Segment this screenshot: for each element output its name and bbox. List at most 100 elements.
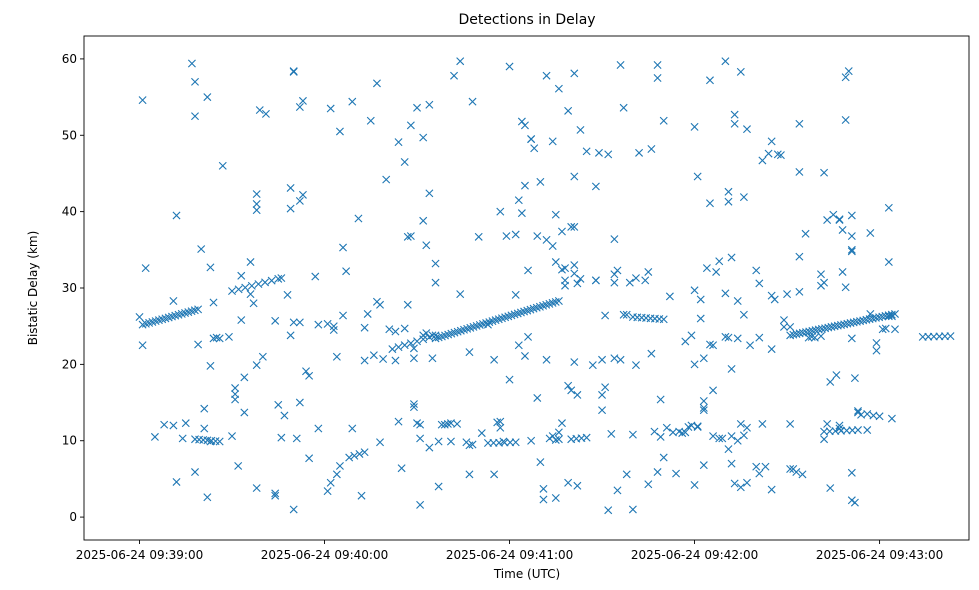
data-point-marker <box>191 77 199 86</box>
data-point-marker <box>814 325 823 334</box>
data-point-marker <box>231 395 240 404</box>
data-point-marker <box>215 437 224 446</box>
data-point-marker <box>440 420 449 429</box>
data-point-marker <box>530 144 539 153</box>
data-point-marker <box>339 243 348 252</box>
data-point-marker <box>391 327 400 336</box>
data-point-marker <box>872 346 881 355</box>
data-point-marker <box>946 332 955 341</box>
data-point-marker <box>551 258 560 267</box>
data-point-marker <box>847 211 856 220</box>
data-point-marker <box>385 325 394 334</box>
data-point-marker <box>573 481 582 490</box>
data-point-marker <box>203 93 212 102</box>
data-point-marker <box>746 341 755 350</box>
data-point-marker <box>443 419 452 428</box>
data-point-marker <box>770 295 779 304</box>
data-point-marker <box>786 322 795 331</box>
data-point-marker <box>699 461 708 470</box>
data-point-marker <box>840 320 849 329</box>
data-point-marker <box>280 411 289 420</box>
data-point-marker <box>866 229 875 238</box>
data-point-marker <box>465 470 474 479</box>
data-point-marker <box>767 137 776 146</box>
data-point-marker <box>425 443 434 452</box>
data-point-marker <box>514 341 523 350</box>
data-point-marker <box>178 434 187 443</box>
data-point-marker <box>699 403 708 412</box>
data-point-marker <box>835 216 844 225</box>
data-point-marker <box>551 435 560 444</box>
data-point-marker <box>416 434 425 443</box>
data-point-marker <box>696 295 705 304</box>
data-point-marker <box>468 97 477 106</box>
data-point-marker <box>228 287 237 296</box>
data-point-marker <box>234 461 243 470</box>
data-point-marker <box>314 320 323 329</box>
data-point-marker <box>357 491 366 500</box>
data-point-marker <box>742 423 751 432</box>
data-point-marker <box>289 505 298 514</box>
data-point-marker <box>536 177 545 186</box>
data-point-marker <box>604 150 613 159</box>
data-point-marker <box>160 420 169 429</box>
data-point-marker <box>554 428 563 437</box>
data-point-marker <box>816 270 825 279</box>
data-point-marker <box>409 403 418 412</box>
data-point-marker <box>847 247 856 256</box>
data-point-marker <box>821 324 830 333</box>
data-point-marker <box>733 334 742 343</box>
data-point-marker <box>884 203 893 212</box>
data-point-marker <box>394 138 403 147</box>
data-point-marker <box>635 148 644 157</box>
data-point-marker <box>625 278 634 287</box>
data-point-marker <box>536 458 545 467</box>
data-point-marker <box>659 116 668 125</box>
data-point-marker <box>483 320 492 329</box>
data-point-marker <box>477 429 486 438</box>
data-point-marker <box>413 103 422 112</box>
x-tick-label: 2025-06-24 09:39:00 <box>76 548 203 562</box>
y-axis-ticks: 0 10 20 30 40 50 60 <box>62 52 84 524</box>
data-point-marker <box>779 322 788 331</box>
data-point-marker <box>314 424 323 433</box>
data-point-marker <box>576 125 585 134</box>
data-point-marker <box>450 71 459 80</box>
data-point-marker <box>841 283 850 292</box>
data-point-marker <box>610 235 619 244</box>
data-point-marker <box>801 229 810 238</box>
data-point-marker <box>690 481 699 490</box>
data-point-marker <box>727 459 736 468</box>
data-point-marker <box>843 319 852 328</box>
data-point-marker <box>237 271 246 280</box>
data-point-marker <box>465 441 474 450</box>
data-point-marker <box>428 354 437 363</box>
data-point-marker <box>172 211 181 220</box>
data-point-marker <box>730 119 739 128</box>
data-point-marker <box>699 354 708 363</box>
data-point-marker <box>261 278 270 287</box>
data-point-marker <box>252 361 261 370</box>
data-point-marker <box>135 313 144 322</box>
data-point-marker <box>286 183 295 192</box>
data-point-marker <box>724 197 733 206</box>
data-point-marker <box>169 421 178 430</box>
y-tick-label: 0 <box>69 510 77 524</box>
data-point-marker <box>542 235 551 244</box>
data-point-marker <box>690 360 699 369</box>
data-point-marker <box>866 309 875 318</box>
data-point-marker <box>847 232 856 241</box>
data-point-marker <box>295 103 304 112</box>
data-point-marker <box>197 245 206 254</box>
data-point-marker <box>826 377 835 386</box>
data-point-marker <box>881 311 890 320</box>
data-point-marker <box>434 482 443 491</box>
data-point-marker <box>274 274 283 283</box>
data-point-marker <box>252 484 261 493</box>
data-point-marker <box>428 331 437 340</box>
data-point-marker <box>342 267 351 276</box>
data-point-marker <box>721 332 730 341</box>
data-point-marker <box>875 313 884 322</box>
data-point-marker <box>891 325 899 334</box>
data-point-marker <box>613 486 622 495</box>
